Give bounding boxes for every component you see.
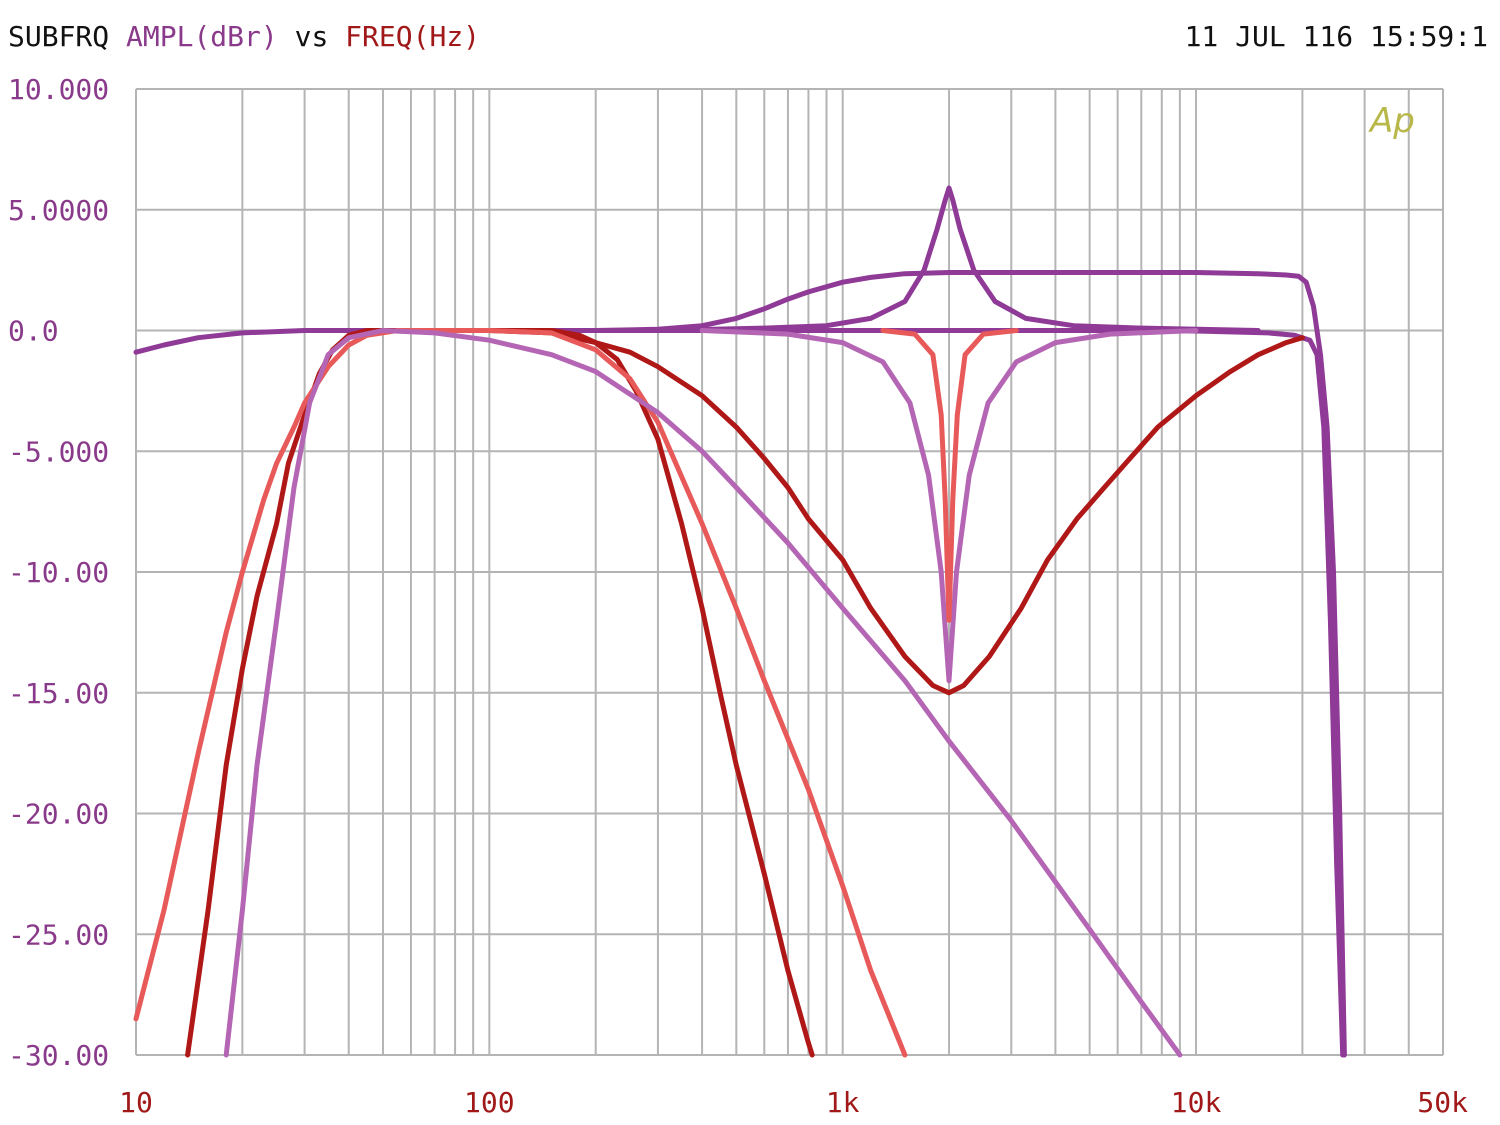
heading-y-quantity: AMPL(dBr) xyxy=(126,20,278,53)
heading-vs: vs xyxy=(277,20,346,53)
y-tick-label: 5.0000 xyxy=(8,194,109,227)
series-line-2 xyxy=(655,185,1261,333)
y-tick-label: -30.00 xyxy=(8,1039,109,1072)
y-tick-label: -10.00 xyxy=(8,556,109,589)
y-tick-label: 10.000 xyxy=(8,73,109,106)
grid-lines xyxy=(135,88,1444,1056)
series-line-8 xyxy=(223,328,1183,1058)
y-tick-label: -15.00 xyxy=(8,677,109,710)
series-line-1 xyxy=(593,270,1347,1058)
ap-logo: Ap xyxy=(1368,101,1415,141)
chart-heading: SUBFRQ AMPL(dBr) vs FREQ(Hz) xyxy=(8,20,480,53)
y-tick-label: -5.000 xyxy=(8,435,109,468)
x-tick-label: 50k xyxy=(1417,1086,1468,1119)
x-tick-label: 1k xyxy=(826,1086,860,1119)
timestamp: 11 JUL 116 15:59:1 xyxy=(1184,20,1488,53)
y-axis-tick-labels: 10.000 5.0000 0.0 -5.000 -10.00 -15.00 -20.00 -… xyxy=(8,73,109,1072)
x-tick-label: 10 xyxy=(119,1086,153,1119)
y-tick-label: -20.00 xyxy=(8,798,109,831)
series-line-3 xyxy=(699,328,1199,684)
y-tick-label: 0.0 xyxy=(8,315,59,348)
chart-header: SUBFRQ AMPL(dBr) vs FREQ(Hz) 11 JUL 116 … xyxy=(0,0,1500,80)
heading-prefix: SUBFRQ xyxy=(8,20,127,53)
x-axis-tick-labels: 10 100 1k 10k 50k xyxy=(119,1086,1468,1119)
y-tick-label: -25.00 xyxy=(8,918,109,951)
series-line-4 xyxy=(880,328,1019,623)
heading-x-quantity: FREQ(Hz) xyxy=(345,20,481,53)
series-layer xyxy=(133,185,1347,1058)
x-tick-label: 100 xyxy=(464,1086,515,1119)
x-tick-label: 10k xyxy=(1171,1086,1222,1119)
series-line-5 xyxy=(486,328,1305,696)
